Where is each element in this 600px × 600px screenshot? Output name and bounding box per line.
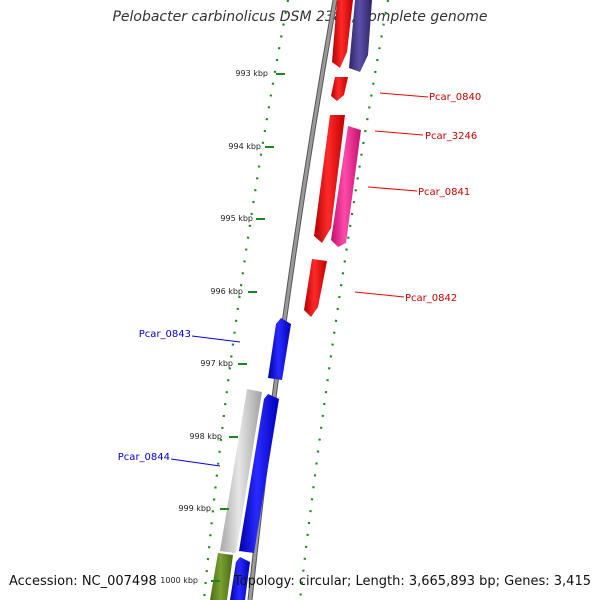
backbone-circle-shadow <box>247 0 338 600</box>
gene-label-pcar0844[interactable]: Pcar_0844 <box>118 452 170 463</box>
tick-label: 999 kbp <box>178 504 211 513</box>
gene-label-pcar0840[interactable]: Pcar_0840 <box>429 92 481 103</box>
gene-label-pcar0841[interactable]: Pcar_0841 <box>418 187 470 198</box>
gene-feature-pcar0843[interactable] <box>268 318 291 380</box>
accession-text: Accession: NC_007498 <box>9 574 157 589</box>
gene-feature-blue-bottom[interactable] <box>230 557 250 600</box>
gene-feature-purple[interactable] <box>349 0 372 72</box>
gene-label-pcar0842[interactable]: Pcar_0842 <box>405 293 457 304</box>
gene-feature-pcar0841[interactable] <box>314 115 345 243</box>
forward-strand-features <box>304 0 372 317</box>
tick-label: 996 kbp <box>210 287 243 296</box>
tick-label: 995 kbp <box>220 214 253 223</box>
tick-marks <box>211 73 285 582</box>
gene-feature-pcar0842[interactable] <box>304 259 327 317</box>
label-leaders <box>170 92 429 467</box>
map-title: Pelobacter carbinolicus DSM 2380, comple… <box>112 9 488 25</box>
genome-summary-text: Topology: circular; Length: 3,665,893 bp… <box>233 574 591 589</box>
gene-feature-pcar3246[interactable] <box>331 126 361 247</box>
reverse-strand-features <box>210 318 291 600</box>
gene-label-pcar3246[interactable]: Pcar_3246 <box>425 131 477 142</box>
gene-feature-gray[interactable] <box>220 389 262 553</box>
tick-label: 997 kbp <box>200 359 233 368</box>
backbone-circle <box>248 0 337 600</box>
tick-label: 994 kbp <box>228 142 261 151</box>
gene-label-pcar0843[interactable]: Pcar_0843 <box>139 329 191 340</box>
tick-labels: 993 kbp 994 kbp 995 kbp 996 kbp 997 kbp … <box>160 69 268 585</box>
tick-label: 993 kbp <box>235 69 268 78</box>
gene-feature-pcar0844[interactable] <box>239 394 279 553</box>
gene-feature-pcar0840[interactable] <box>331 77 348 101</box>
gene-feature-red-top[interactable] <box>332 0 353 68</box>
gene-feature-olive[interactable] <box>210 553 233 600</box>
gene-labels: Pcar_0840 Pcar_3246 Pcar_0841 Pcar_0842 … <box>118 92 481 463</box>
inner-ruler-circle <box>202 0 290 600</box>
outer-ruler-circle <box>298 0 390 600</box>
tick-label: 1000 kbp <box>160 576 198 585</box>
tick-label: 998 kbp <box>189 432 222 441</box>
